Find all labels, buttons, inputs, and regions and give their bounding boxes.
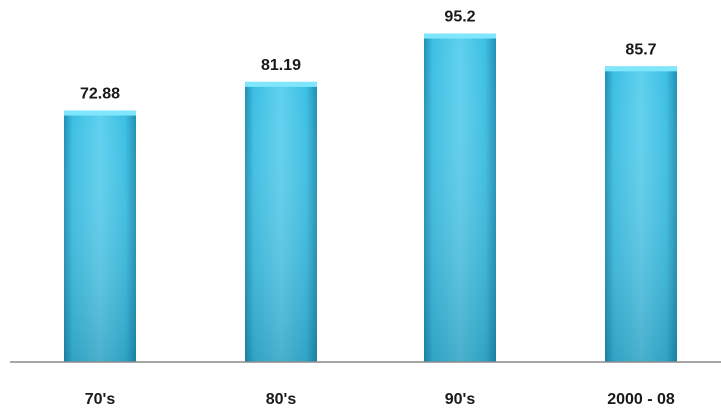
bar-top-1: [245, 81, 317, 87]
bar-shade-0: [64, 110, 136, 363]
value-label-3: 85.7: [625, 41, 656, 58]
bar-shade-2: [424, 33, 496, 363]
bar-top-3: [605, 66, 677, 72]
value-label-2: 95.2: [444, 9, 475, 26]
value-labels-group: 72.88 81.19 95.2 85.7: [80, 9, 657, 103]
category-label-3: 2000 - 08: [607, 391, 675, 408]
category-label-2: 90's: [445, 391, 476, 408]
bar-top-0: [64, 110, 136, 116]
value-label-0: 72.88: [80, 86, 120, 103]
value-label-1: 81.19: [261, 57, 301, 74]
bars-group: [64, 33, 677, 363]
category-label-1: 80's: [266, 391, 297, 408]
category-label-0: 70's: [85, 391, 116, 408]
bar-shade-3: [605, 66, 677, 363]
bar-shade-1: [245, 81, 317, 362]
category-labels-group: 70's 80's 90's 2000 - 08: [85, 391, 675, 408]
bar-top-2: [424, 33, 496, 39]
